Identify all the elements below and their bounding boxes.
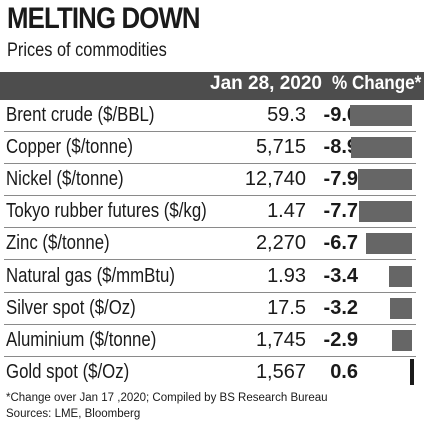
commodity-name: Aluminium ($/tonne) (6, 328, 157, 351)
commodity-name: Silver spot ($/Oz) (6, 296, 136, 319)
percent-change: 0.6 (330, 360, 358, 383)
chart-title: MELTING DOWN (7, 2, 201, 35)
chart-subtitle: Prices of commodities (7, 40, 167, 61)
percent-change: -8.9 (323, 136, 358, 159)
commodity-name: Zinc ($/tonne) (6, 232, 110, 255)
table-row: Copper ($/tonne) 5,715 -8.9 (0, 132, 424, 165)
commodity-price: 1,745 (255, 328, 306, 351)
sources: Sources: LME, Bloomberg (6, 408, 141, 420)
commodity-price: 5,715 (255, 136, 306, 159)
commodity-price: 1.47 (267, 200, 306, 223)
table-row: Natural gas ($/mmBtu) 1.93 -3.4 (0, 261, 424, 293)
commodity-price: 17.5 (267, 296, 306, 319)
change-bar (410, 358, 414, 385)
row-divider (4, 291, 416, 293)
table-row: Tokyo rubber futures ($/kg) 1.47 -7.7 (0, 196, 424, 229)
row-divider (4, 131, 416, 132)
commodity-name: Gold spot ($/Oz) (6, 360, 130, 383)
percent-change: -3.4 (323, 264, 358, 287)
percent-change: -7.7 (323, 200, 358, 223)
table-row: Gold spot ($/Oz) 1,567 0.6 (0, 357, 424, 389)
row-divider (4, 163, 416, 165)
change-bar (389, 265, 412, 287)
change-bar (390, 297, 412, 319)
change-bar (350, 105, 412, 126)
commodity-name: Brent crude ($/BBL) (6, 104, 155, 126)
change-bar (366, 233, 412, 255)
table-row: Silver spot ($/Oz) 17.5 -3.2 (0, 293, 424, 325)
table-row: Nickel ($/tonne) 12,740 -7.9 (0, 164, 424, 197)
change-bar (359, 201, 412, 223)
change-bar (351, 137, 412, 159)
row-divider (4, 195, 416, 197)
commodity-name: Nickel ($/tonne) (6, 168, 124, 191)
header-date: Jan 28, 2020 (210, 73, 322, 94)
row-divider (4, 323, 416, 325)
percent-change: -7.9 (323, 168, 358, 191)
commodity-name: Natural gas ($/mmBtu) (6, 264, 175, 287)
commodity-price: 1,567 (255, 360, 306, 383)
header-change: % Change* (332, 73, 422, 94)
percent-change: -3.2 (323, 296, 358, 319)
footnote: *Change over Jan 17 ,2020; Compiled by B… (6, 392, 328, 404)
table-header: Jan 28, 2020 % Change* (0, 72, 424, 100)
commodity-price: 1.93 (267, 264, 306, 287)
commodity-name: Copper ($/tonne) (6, 136, 134, 159)
percent-change: -9.0 (323, 104, 358, 126)
table-row: Aluminium ($/tonne) 1,745 -2.9 (0, 325, 424, 357)
percent-change: -2.9 (323, 328, 358, 351)
row-divider (4, 227, 416, 229)
commodity-price: 12,740 (244, 168, 306, 191)
table-row: Zinc ($/tonne) 2,270 -6.7 (0, 228, 424, 261)
table-row: Brent crude ($/BBL) 59.3 -9.0 (0, 100, 424, 132)
commodity-price: 59.3 (267, 104, 306, 126)
row-divider (4, 355, 416, 357)
change-bar (358, 169, 412, 191)
commodity-price: 2,270 (255, 232, 306, 255)
percent-change: -6.7 (323, 232, 358, 255)
row-divider (4, 259, 416, 261)
change-bar (392, 329, 412, 351)
commodity-name: Tokyo rubber futures ($/kg) (6, 200, 207, 223)
